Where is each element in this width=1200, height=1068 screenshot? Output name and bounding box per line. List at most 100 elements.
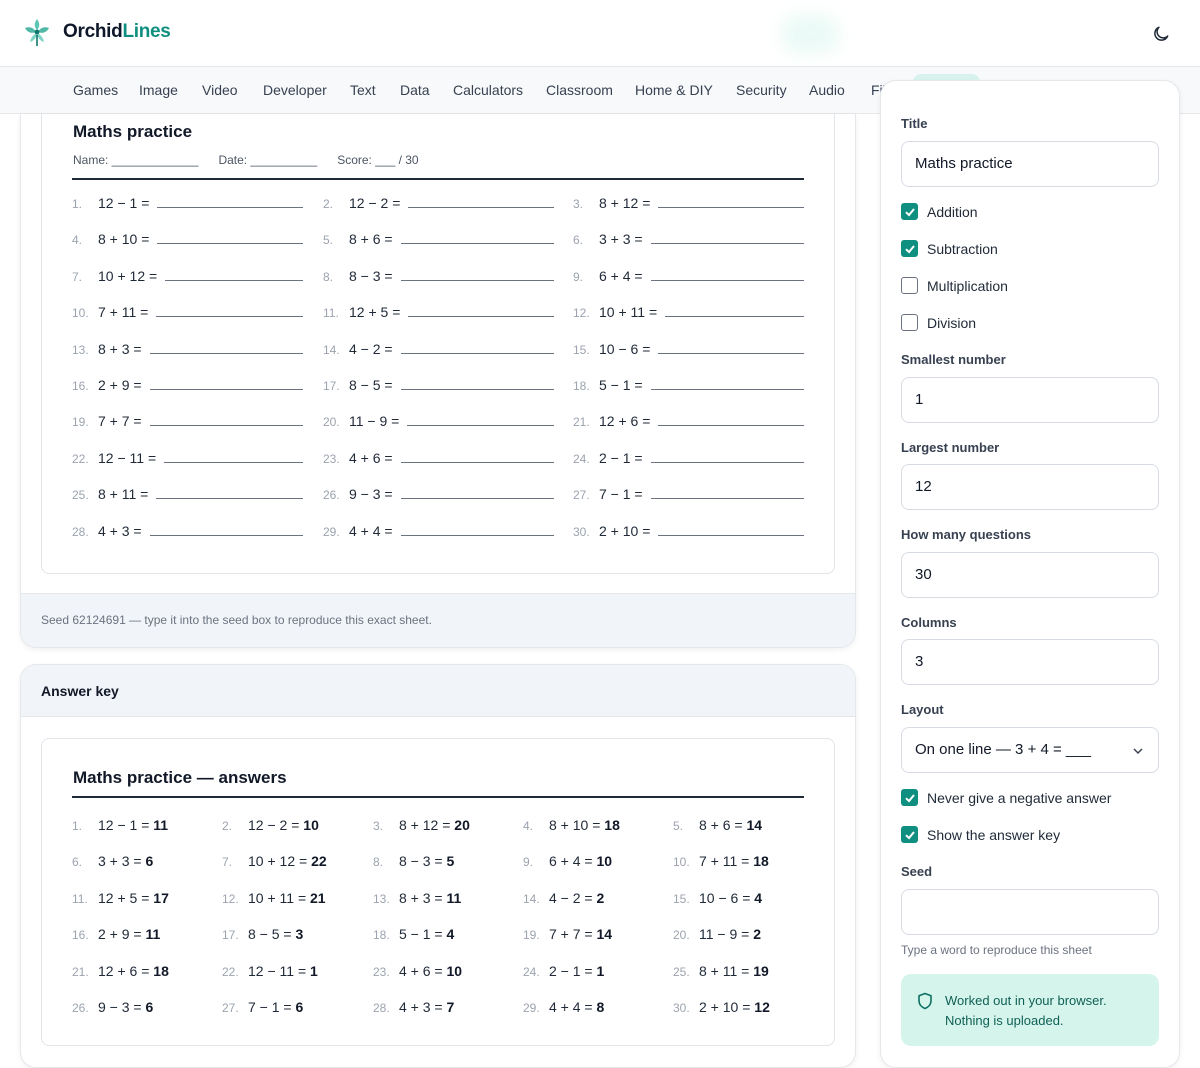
answer-number: 4. [523,819,534,833]
answer-value: 2 [753,926,762,943]
question-expression: 8 + 6 = [349,231,393,248]
answer-blank-line [400,451,554,463]
answer-number: 24. [523,964,540,979]
question-expression: 4 + 3 = [98,522,142,539]
answer-expression: 12 − 11 = [248,962,311,979]
answer-number: 14. [523,891,540,906]
question-expression: 2 − 1 = [599,449,643,466]
smallest-number-input[interactable]: 1 [901,377,1159,423]
answer-expression: 5 − 1 = [399,926,447,943]
show-answer-key-checkbox[interactable]: Show the answer key [901,826,1060,843]
question-expression: 12 − 11 = [98,449,157,466]
nav-video[interactable]: Video [202,82,238,98]
answer-blank-line [149,342,303,354]
brand-logo[interactable]: OrchidLines [21,16,171,48]
division-label: Division [927,314,977,331]
seed-input[interactable] [901,889,1159,935]
answer-value: 10 [446,962,463,979]
nav-text[interactable]: Text [350,82,376,98]
question-item: 22. 12 − 11 = [72,450,303,470]
answer-blank-line [650,451,804,463]
question-expression: 8 − 3 = [349,267,393,284]
answer-blank-line [400,524,554,536]
answer-blank-line [400,487,554,500]
columns-input[interactable]: 3 [901,639,1159,685]
multiplication-checkbox[interactable]: Multiplication [901,277,1008,294]
answer-key-title: Maths practice — answers [73,768,287,787]
nav-data[interactable]: Data [400,82,430,98]
worksheet-rule [72,178,804,180]
answer-blank-line [665,305,804,318]
answer-expression: 7 + 11 = [699,853,754,870]
answer-expression: 8 + 3 = [399,889,447,906]
answer-number: 25. [673,964,690,979]
answer-value: 7 [446,999,455,1015]
question-item: 15. 10 − 6 = [573,341,804,361]
answer-value: 18 [753,853,769,870]
answer-expression: 8 + 6 = [699,817,747,833]
answer-value: 6 [145,999,154,1015]
answer-value: 18 [153,962,169,979]
answer-value: 10 [596,853,613,870]
answer-item: 18. 5 − 1 = 4 [373,926,454,946]
answer-value: 19 [753,962,769,979]
worksheet-card: Maths practice Name: _____________ Date:… [20,114,856,648]
question-item: 20. 11 − 9 = [323,413,554,433]
answer-number: 27. [222,1001,239,1015]
answer-expression: 10 − 6 = [699,889,755,906]
addition-checkbox[interactable]: Addition [901,203,978,220]
answer-item: 3. 8 + 12 = 20 [373,817,470,837]
division-checkbox[interactable]: Division [901,314,976,331]
nav-image[interactable]: Image [139,82,178,98]
question-item: 7. 10 + 12 = [72,268,303,288]
largest-number-input[interactable]: 12 [901,464,1159,510]
nav-classroom[interactable]: Classroom [546,82,613,98]
answer-item: 8. 8 − 3 = 5 [373,853,454,873]
answer-blank-line [149,414,303,427]
subtraction-checkbox[interactable]: Subtraction [901,240,998,257]
layout-select[interactable]: On one line — 3 + 4 = ___ [901,727,1159,773]
question-count-input[interactable]: 30 [901,552,1159,598]
nav-developer[interactable]: Developer [263,82,327,98]
question-number: 20. [323,415,340,430]
question-number: 8. [323,269,334,284]
question-number: 23. [323,451,340,466]
answer-number: 3. [373,819,384,833]
layout-label: Layout [901,702,944,717]
answer-value: 11 [145,926,161,943]
question-number: 6. [573,233,584,248]
answer-item: 17. 8 − 5 = 3 [222,926,303,946]
checkbox-empty-icon [901,277,918,294]
answer-item: 29. 4 + 4 = 8 [523,999,604,1019]
question-expression: 6 + 4 = [599,267,643,284]
answer-number: 11. [72,891,88,906]
theme-toggle-button[interactable] [1148,21,1174,47]
brand-name: OrchidLines [63,21,171,42]
answer-blank-line [408,196,554,208]
question-number: 25. [72,488,89,503]
answer-value: 5 [446,853,455,870]
title-label: Title [901,116,928,131]
nav-calculators[interactable]: Calculators [453,82,524,98]
answer-item: 4. 8 + 10 = 18 [523,817,620,837]
answer-value: 20 [454,817,470,833]
answer-item: 24. 2 − 1 = 1 [523,963,604,983]
no-negative-checkbox[interactable]: Never give a negative answer [901,789,1111,806]
nav-home-diy[interactable]: Home & DIY [635,82,713,98]
answer-blank-line [149,524,303,536]
title-input[interactable]: Maths practice [901,141,1159,187]
question-item: 21. 12 + 6 = [573,413,804,433]
nav-audio[interactable]: Audio [809,82,845,98]
answer-number: 8. [373,855,384,870]
question-expression: 7 + 7 = [98,413,142,430]
worksheet-title: Maths practice [73,122,193,141]
question-item: 23. 4 + 6 = [323,450,554,470]
answer-value: 21 [310,889,326,906]
nav-security[interactable]: Security [736,82,787,98]
question-item: 29. 4 + 4 = [323,523,554,543]
question-number: 2. [323,197,334,211]
columns-label: Columns [901,615,957,630]
answer-blank-line [650,232,804,245]
question-expression: 10 − 6 = [599,340,651,357]
nav-games[interactable]: Games [73,82,119,98]
